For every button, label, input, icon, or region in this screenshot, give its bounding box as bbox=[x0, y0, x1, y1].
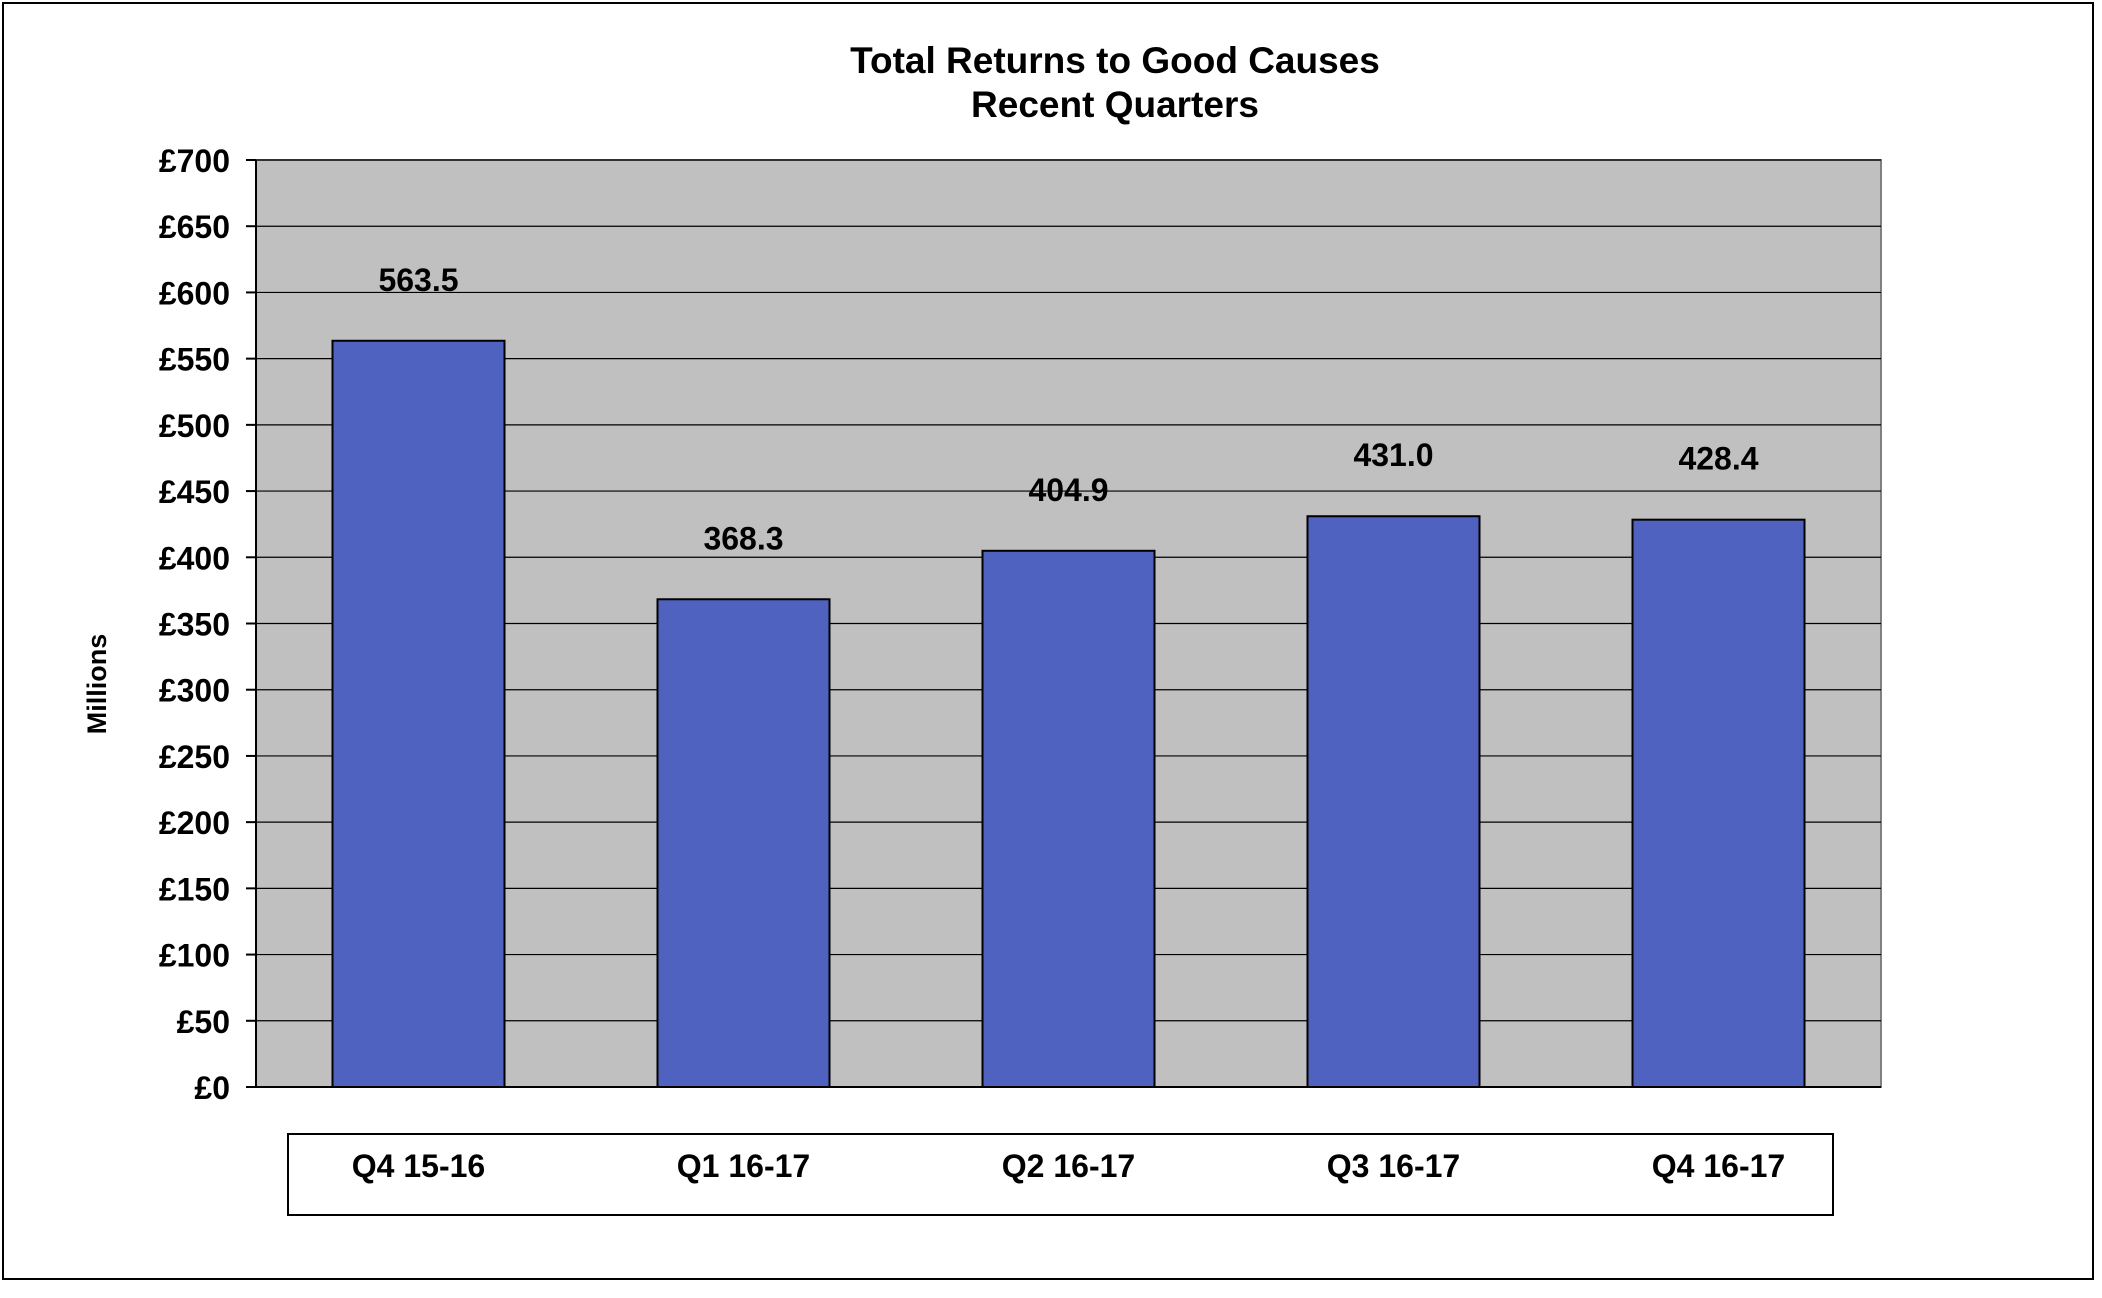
chart-subtitle: Recent Quarters bbox=[971, 84, 1259, 125]
data-label: 404.9 bbox=[1028, 472, 1108, 508]
x-tick-label: Q2 16-17 bbox=[1002, 1148, 1135, 1184]
bars bbox=[331, 339, 1806, 1088]
x-tick-label: Q3 16-17 bbox=[1327, 1148, 1460, 1184]
data-label: 428.4 bbox=[1678, 441, 1758, 477]
y-tick-label: £250 bbox=[159, 739, 230, 775]
y-tick-label: £500 bbox=[159, 408, 230, 444]
y-axis-title: Millions bbox=[82, 634, 112, 735]
bar bbox=[1306, 515, 1481, 1088]
bar bbox=[656, 598, 831, 1088]
data-label: 431.0 bbox=[1353, 437, 1433, 473]
data-labels: 563.5 368.3 404.9 431.0 428.4 bbox=[378, 262, 1758, 557]
y-tick-label: £650 bbox=[159, 209, 230, 245]
y-tick-label: £350 bbox=[159, 607, 230, 643]
x-tick-label: Q4 16-17 bbox=[1652, 1148, 1785, 1184]
x-axis-box bbox=[287, 1133, 1834, 1216]
y-tick-label: £450 bbox=[159, 474, 230, 510]
x-tick-label: Q4 15-16 bbox=[352, 1148, 485, 1184]
y-tick-label: £50 bbox=[177, 1004, 230, 1040]
data-label: 368.3 bbox=[703, 520, 783, 556]
data-label: 563.5 bbox=[378, 262, 458, 298]
y-tick-label: £600 bbox=[159, 275, 230, 311]
y-tick-label: £200 bbox=[159, 805, 230, 841]
y-tick-label: £400 bbox=[159, 540, 230, 576]
y-tick-label: £150 bbox=[159, 871, 230, 907]
y-tick-label: £700 bbox=[159, 143, 230, 179]
y-tick-label: £100 bbox=[159, 938, 230, 974]
y-axis: £0 £50 £100 £150 £200 £250 £300 £350 £400 £450 £50… bbox=[159, 143, 1881, 1106]
y-tick-label: £0 bbox=[194, 1070, 230, 1106]
x-tick-label: Q1 16-17 bbox=[677, 1148, 810, 1184]
y-tick-label: £550 bbox=[159, 342, 230, 378]
bar bbox=[331, 339, 506, 1088]
chart-title: Total Returns to Good Causes bbox=[850, 40, 1380, 81]
x-axis-labels: Q4 15-16 Q1 16-17 Q2 16-17 Q3 16-17 Q4 16-17 bbox=[352, 1148, 1785, 1184]
bar bbox=[981, 549, 1156, 1088]
y-tick-label: £300 bbox=[159, 673, 230, 709]
bar bbox=[1631, 518, 1806, 1088]
